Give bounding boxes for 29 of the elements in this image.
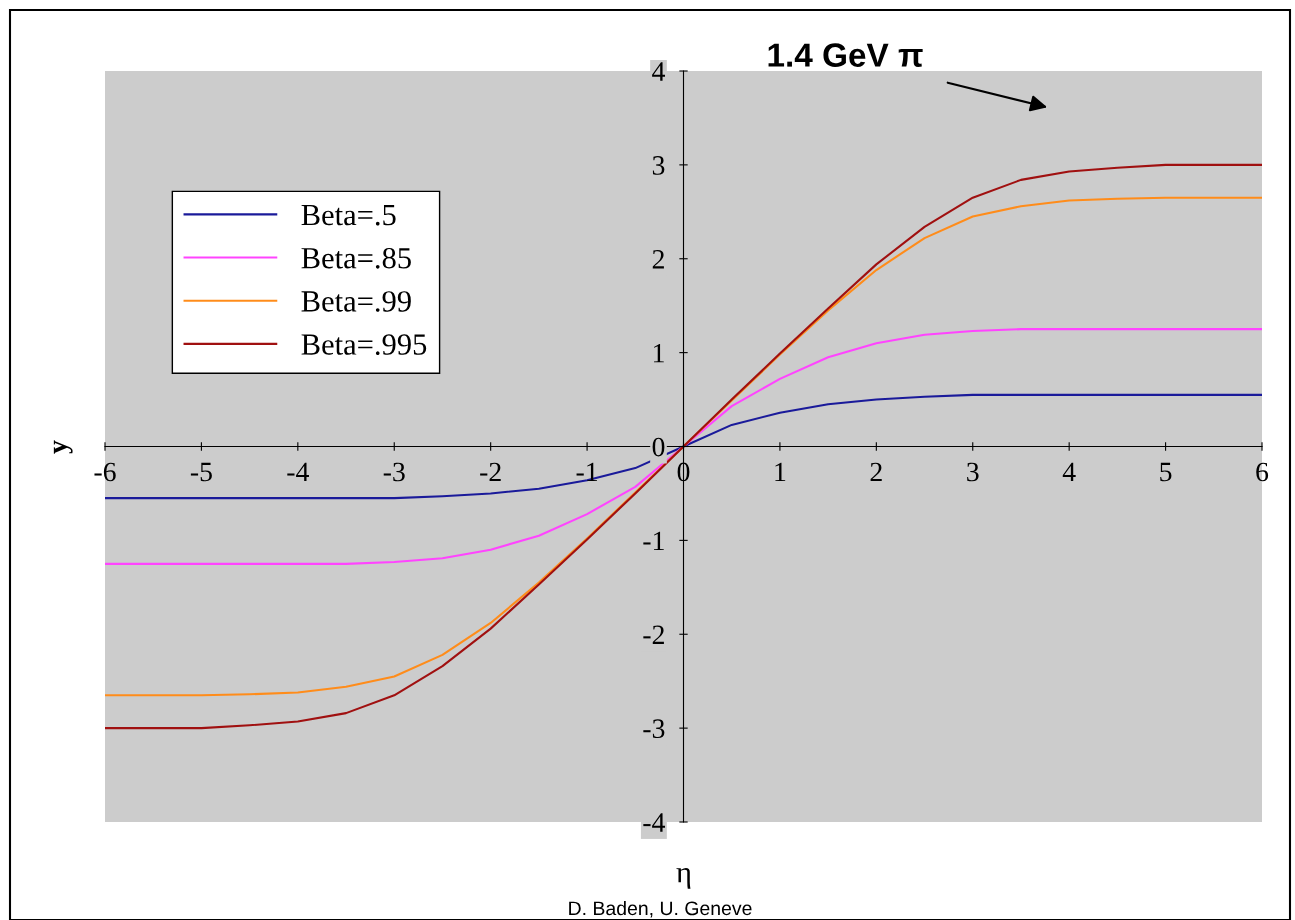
x-tick-label: 2 [870, 462, 882, 482]
legend-label: Beta=.99 [301, 291, 411, 312]
y-tick-label: -1 [643, 531, 664, 551]
y-tick-label: 2 [652, 249, 664, 269]
x-tick-label: -3 [383, 462, 405, 482]
legend-label: Beta=.995 [301, 334, 427, 355]
text: D. Baden, U. Geneve [569, 900, 752, 918]
chart-title: 1.4 GeV π [768, 43, 923, 67]
y-tick-label: 4 [652, 62, 666, 81]
x-tick-label: -1 [576, 462, 597, 482]
x-tick-label: 4 [1062, 462, 1076, 482]
x-tick-label: -6 [94, 462, 116, 482]
x-tick-label: -5 [190, 462, 212, 482]
legend-label: Beta=.85 [301, 247, 411, 269]
y-tick-label: -3 [643, 719, 665, 739]
x-tick-label: -2 [480, 462, 501, 482]
y-tick-label: -4 [643, 813, 666, 832]
x-tick-label: 6 [1256, 462, 1269, 482]
legend-label: Beta=.5 [301, 205, 396, 226]
x-tick-label: 1 [775, 462, 786, 482]
x-axis-title: η [676, 867, 691, 889]
y-tick-label: 1 [654, 343, 664, 363]
x-tick-label: -4 [287, 462, 309, 482]
y-tick-label: -2 [643, 625, 664, 644]
x-tick-label: 5 [1160, 462, 1172, 482]
y-tick-label: 0 [652, 437, 665, 457]
y-axis-title: y [53, 440, 73, 454]
y-tick-label: 3 [652, 156, 665, 175]
x-tick-label: 3 [967, 462, 979, 482]
